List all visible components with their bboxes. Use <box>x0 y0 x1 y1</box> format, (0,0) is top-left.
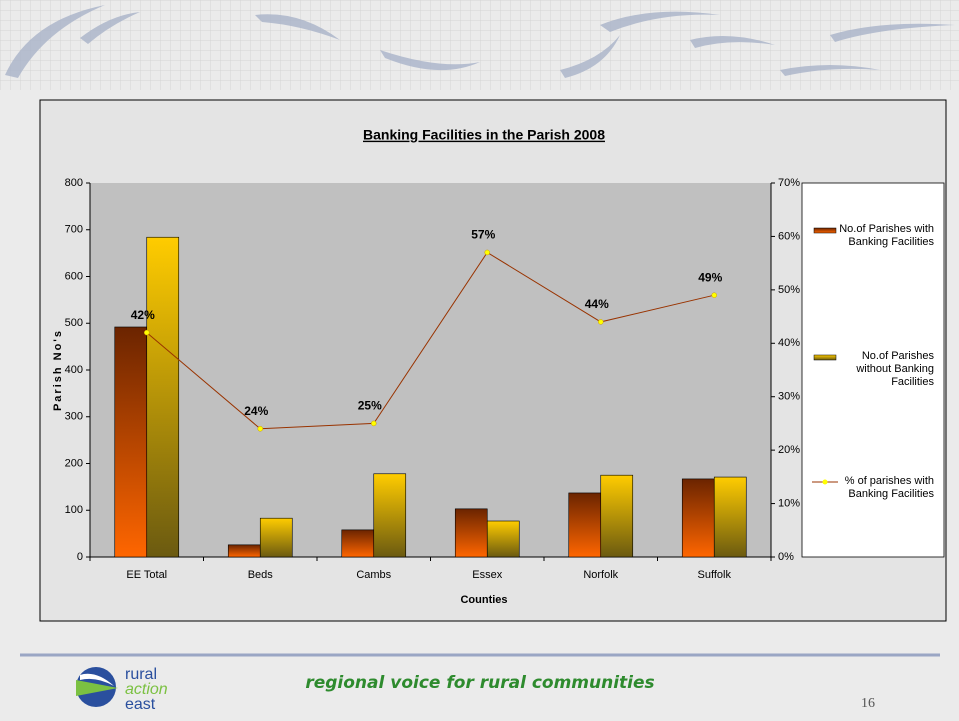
y2-tick-label: 0% <box>778 551 794 563</box>
legend-label: % of parishes with Banking Facilities <box>838 475 934 501</box>
y-tick-label: 800 <box>65 177 83 189</box>
x-tick-label: Cambs <box>356 569 391 581</box>
legend-label: No.of Parishes without Banking Facilitie… <box>838 350 934 389</box>
x-axis-label: Counties <box>460 594 507 606</box>
bar <box>601 475 633 557</box>
bar <box>260 518 292 557</box>
y-tick-label: 200 <box>65 457 83 469</box>
bar <box>569 493 601 557</box>
plot-area <box>90 183 771 557</box>
y-tick-label: 700 <box>65 224 83 236</box>
y2-tick-label: 40% <box>778 337 800 349</box>
legend-swatch <box>814 228 836 233</box>
chart: Banking Facilities in the Parish 2008 Co… <box>0 0 959 721</box>
header-grid <box>0 0 959 90</box>
logo-text: east <box>125 696 156 713</box>
line-marker <box>371 421 376 426</box>
line-marker <box>598 319 603 324</box>
y2-tick-label: 60% <box>778 230 800 242</box>
line-marker <box>712 293 717 298</box>
bar <box>682 479 714 557</box>
y-tick-label: 600 <box>65 270 83 282</box>
tagline: regional voice for rural communities <box>305 673 654 693</box>
data-label: 44% <box>585 297 609 311</box>
bar <box>115 327 147 557</box>
bar <box>374 474 406 557</box>
bar <box>455 509 487 557</box>
y-axis-label: Parish No's <box>52 329 64 411</box>
y-tick-label: 300 <box>65 411 83 423</box>
bar <box>714 477 746 557</box>
data-label: 25% <box>358 399 382 413</box>
line-marker <box>258 426 263 431</box>
x-tick-label: Essex <box>472 569 502 581</box>
data-label: 24% <box>244 404 268 418</box>
x-tick-label: Norfolk <box>583 569 618 581</box>
page-number: 16 <box>861 696 875 711</box>
y2-tick-label: 50% <box>778 284 800 296</box>
legend-swatch <box>823 480 828 485</box>
x-tick-label: EE Total <box>126 569 167 581</box>
legend-swatch <box>814 355 836 360</box>
y2-tick-label: 30% <box>778 391 800 403</box>
chart-title: Banking Facilities in the Parish 2008 <box>363 127 605 143</box>
logo-icon <box>76 667 118 707</box>
bar <box>147 237 179 557</box>
bar <box>487 521 519 557</box>
line-marker <box>485 250 490 255</box>
data-label: 49% <box>698 270 722 284</box>
y2-tick-label: 20% <box>778 444 800 456</box>
slide: Banking Facilities in the Parish 2008 Co… <box>0 0 959 721</box>
x-tick-label: Beds <box>248 569 274 581</box>
y-tick-label: 0 <box>77 551 83 563</box>
y-tick-label: 100 <box>65 504 83 516</box>
y2-tick-label: 10% <box>778 497 800 509</box>
legend-label: No.of Parishes with Banking Facilities <box>838 223 934 249</box>
bar <box>228 545 260 557</box>
bar <box>342 530 374 557</box>
y-tick-label: 500 <box>65 317 83 329</box>
y2-tick-label: 70% <box>778 177 800 189</box>
x-tick-label: Suffolk <box>698 569 732 581</box>
data-label: 57% <box>471 228 495 242</box>
y-tick-label: 400 <box>65 364 83 376</box>
line-marker <box>144 330 149 335</box>
data-label: 42% <box>131 308 155 322</box>
